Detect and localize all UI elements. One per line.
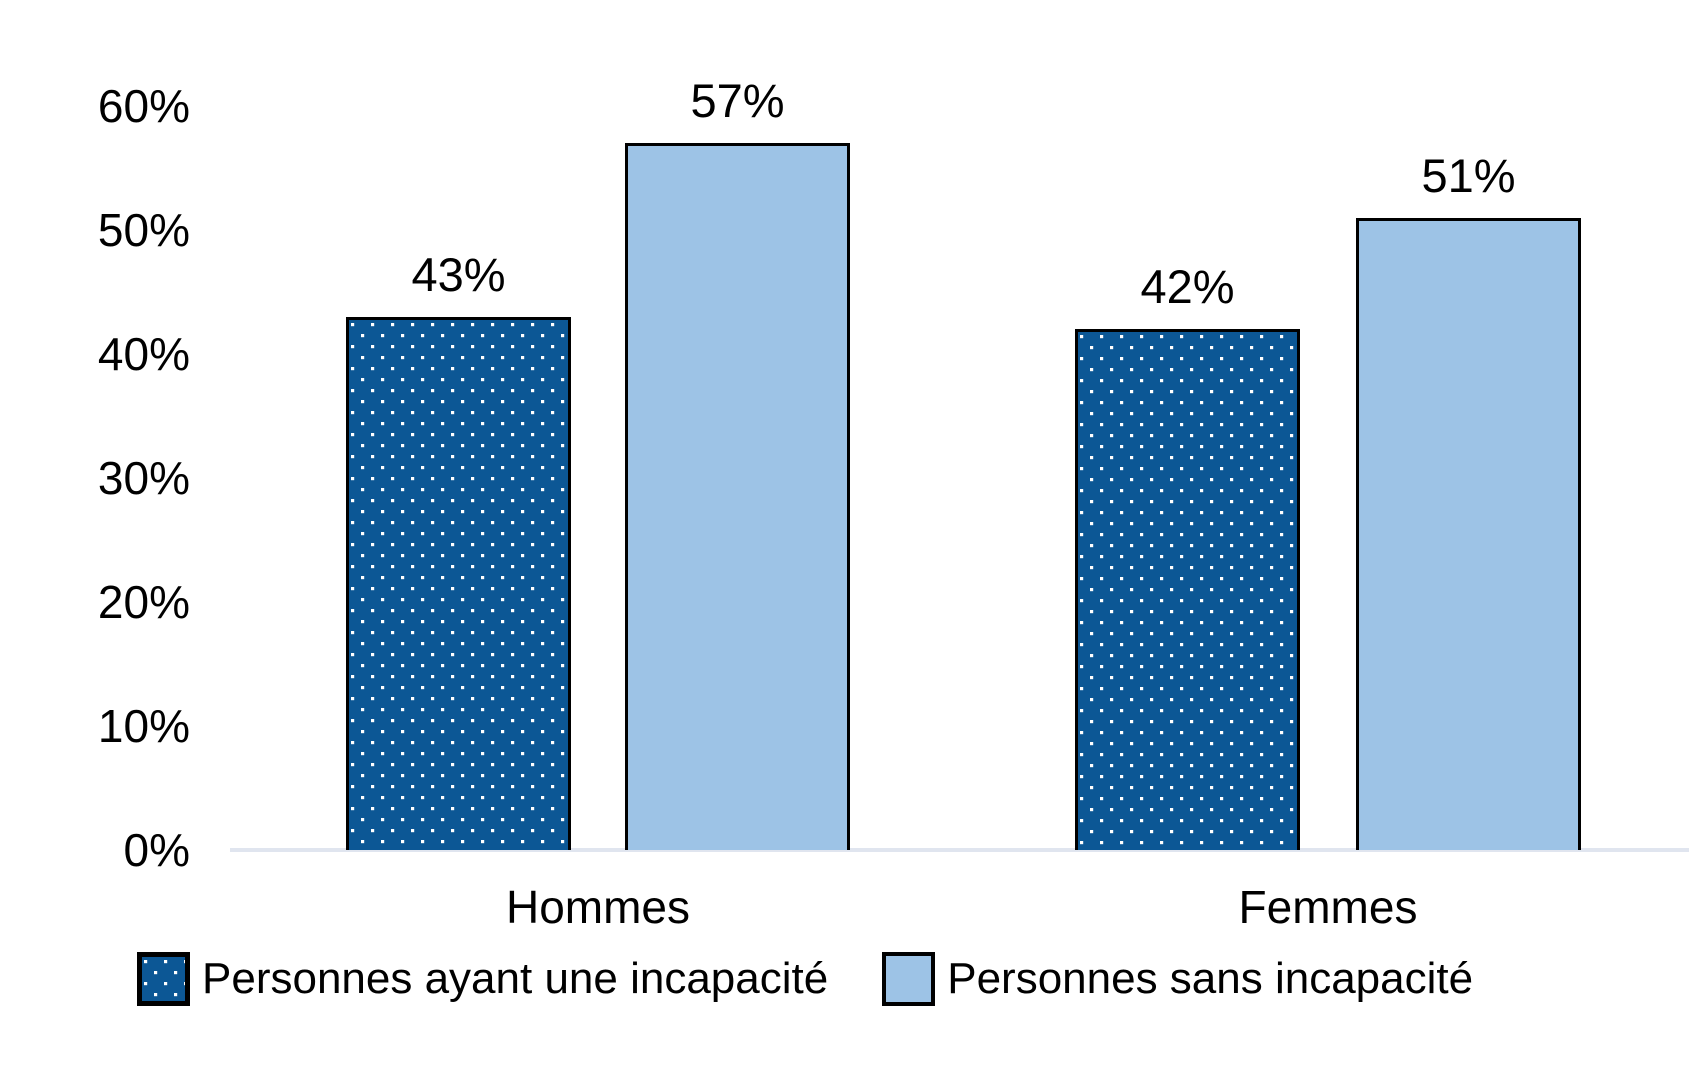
grouped-bar-chart: 60% 50% 40% 30% 20% 10% 0% 43% 57% 42% 5… bbox=[40, 16, 1689, 1056]
y-tick-60: 60% bbox=[97, 80, 190, 132]
y-tick-40: 40% bbox=[97, 328, 190, 380]
legend-swatch-dotted bbox=[137, 952, 190, 1006]
y-tick-0: 0% bbox=[123, 824, 190, 876]
data-label-femmes-avec: 42% bbox=[1140, 260, 1235, 314]
y-tick-10: 10% bbox=[97, 700, 190, 752]
x-category-hommes: Hommes bbox=[505, 881, 691, 933]
data-label-hommes-avec: 43% bbox=[411, 248, 506, 302]
legend-entry-avec-incapacite: Personnes ayant une incapacité bbox=[137, 952, 828, 1006]
bar-hommes-sans-incapacite bbox=[625, 143, 850, 850]
data-label-femmes-sans: 51% bbox=[1421, 149, 1516, 203]
legend-entry-sans-incapacite: Personnes sans incapacité bbox=[882, 952, 1473, 1006]
legend-swatch-solid bbox=[882, 952, 936, 1006]
dotted-fill bbox=[1078, 332, 1297, 850]
legend-label-sans-incapacite: Personnes sans incapacité bbox=[947, 953, 1474, 1003]
bar-hommes-avec-incapacite bbox=[346, 317, 571, 850]
legend: Personnes ayant une incapacité Personnes… bbox=[137, 952, 1473, 1006]
x-category-femmes: Femmes bbox=[1238, 881, 1418, 933]
legend-label-avec-incapacite: Personnes ayant une incapacité bbox=[202, 953, 829, 1003]
dotted-fill bbox=[142, 957, 185, 1001]
y-tick-50: 50% bbox=[97, 204, 190, 256]
data-label-hommes-sans: 57% bbox=[690, 74, 785, 128]
y-tick-20: 20% bbox=[97, 576, 190, 628]
bar-femmes-avec-incapacite bbox=[1075, 329, 1300, 850]
bar-femmes-sans-incapacite bbox=[1356, 218, 1581, 850]
y-tick-30: 30% bbox=[97, 452, 190, 504]
dotted-fill bbox=[349, 320, 568, 850]
x-axis-line bbox=[230, 848, 1689, 852]
